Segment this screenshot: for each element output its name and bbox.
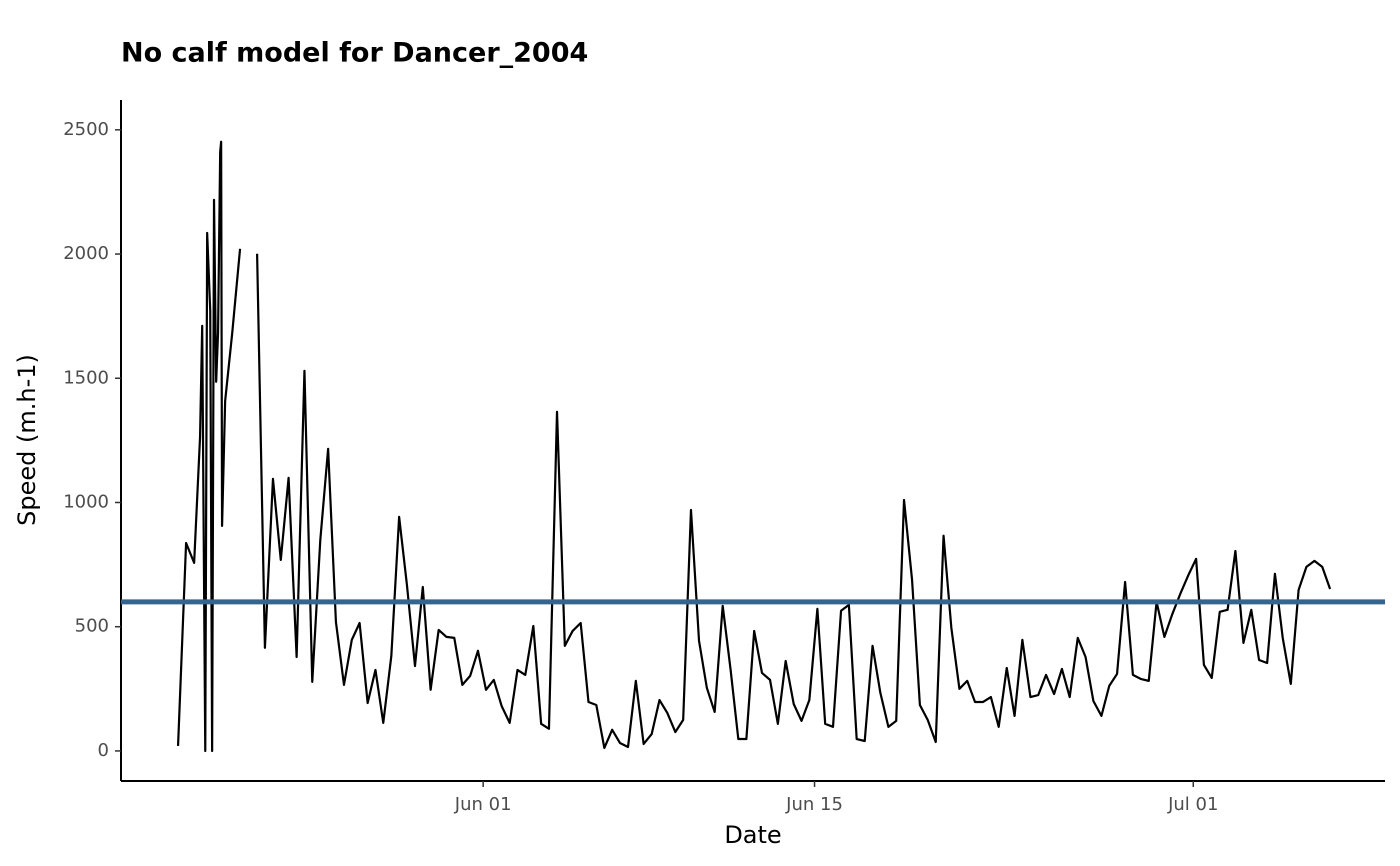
x-tick-label: Jun 01 [454, 794, 512, 815]
y-tick-label: 1000 [63, 491, 109, 512]
y-tick-label: 2500 [63, 119, 109, 140]
y-tick-label: 1500 [63, 367, 109, 388]
chart-title: No calf model for Dancer_2004 [121, 38, 588, 69]
y-axis-title: Speed (m.h-1) [13, 354, 41, 526]
y-tick-label: 2000 [63, 243, 109, 264]
y-tick-label: 0 [98, 740, 109, 761]
y-tick-label: 500 [75, 616, 109, 637]
x-tick-label: Jul 01 [1167, 794, 1218, 815]
speed-line [176, 140, 1332, 753]
x-axis-title: Date [724, 821, 781, 849]
x-tick-label: Jun 15 [785, 794, 843, 815]
